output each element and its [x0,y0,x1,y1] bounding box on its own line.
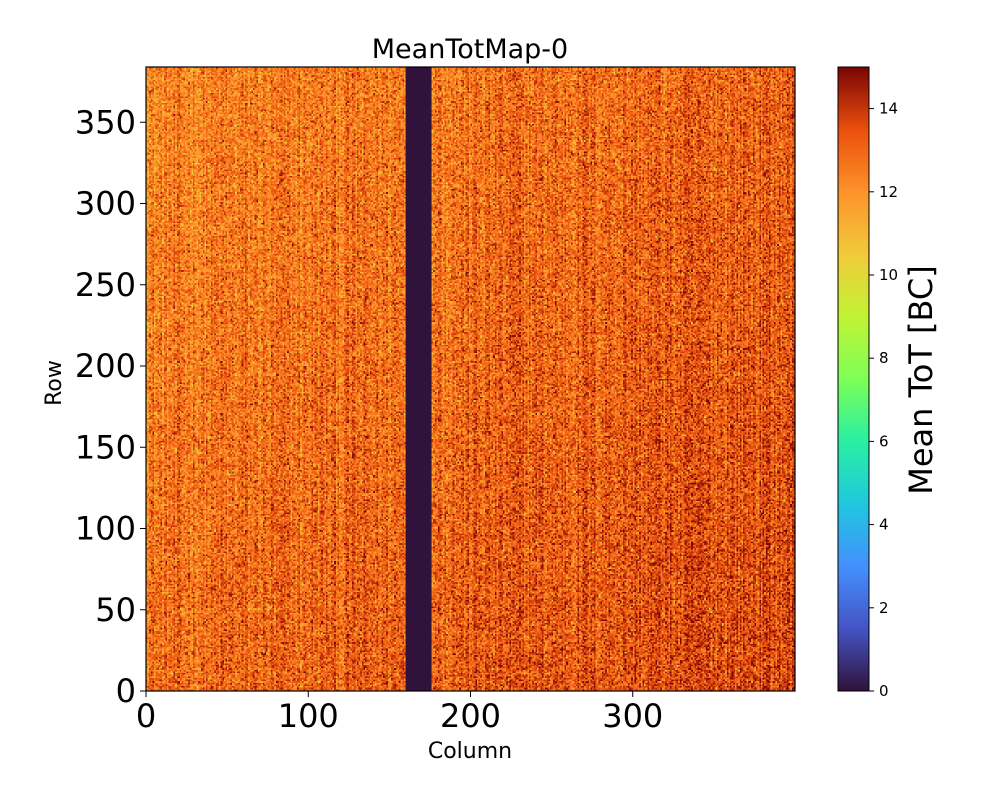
colorbar-tick-label: 14 [879,100,898,118]
colorbar-tick-label: 8 [879,349,889,367]
colorbar-tick-label: 2 [879,599,889,617]
colorbar-tick-label: 10 [879,266,898,284]
heatmap-image [146,67,795,691]
colorbar-label: Mean ToT [BC] [902,265,940,494]
x-axis: 0 100 200 300 [136,691,663,735]
x-tick-label: 0 [136,697,156,735]
colorbar-ticks: 0 2 4 6 8 10 12 14 [869,100,898,700]
x-axis-label: Column [428,739,512,764]
x-tick-label: 200 [440,697,501,735]
y-tick-label: 350 [75,103,136,141]
x-tick-label: 300 [602,697,663,735]
chart-title: MeanTotMap-0 [372,34,568,65]
y-axis-label: Row [42,360,67,406]
y-tick-label: 150 [75,428,136,466]
y-tick-label: 0 [116,672,136,710]
y-tick-label: 50 [95,591,136,629]
y-tick-label: 200 [75,347,136,385]
colorbar: 0 2 4 6 8 10 12 14 Mean ToT [BC] [837,66,940,700]
dead-column-band [405,67,432,691]
y-tick-label: 300 [75,185,136,223]
colorbar-tick-label: 4 [879,516,889,534]
colorbar-tick-label: 6 [879,432,889,450]
y-axis: 0 50 100 150 200 250 300 350 [75,103,146,710]
colorbar-tick-label: 0 [879,682,889,700]
x-tick-label: 100 [278,697,339,735]
colorbar-tick-label: 12 [879,183,898,201]
colorbar-gradient [837,66,870,692]
plot-area [145,66,796,692]
y-tick-label: 250 [75,266,136,304]
y-tick-label: 100 [75,510,136,548]
